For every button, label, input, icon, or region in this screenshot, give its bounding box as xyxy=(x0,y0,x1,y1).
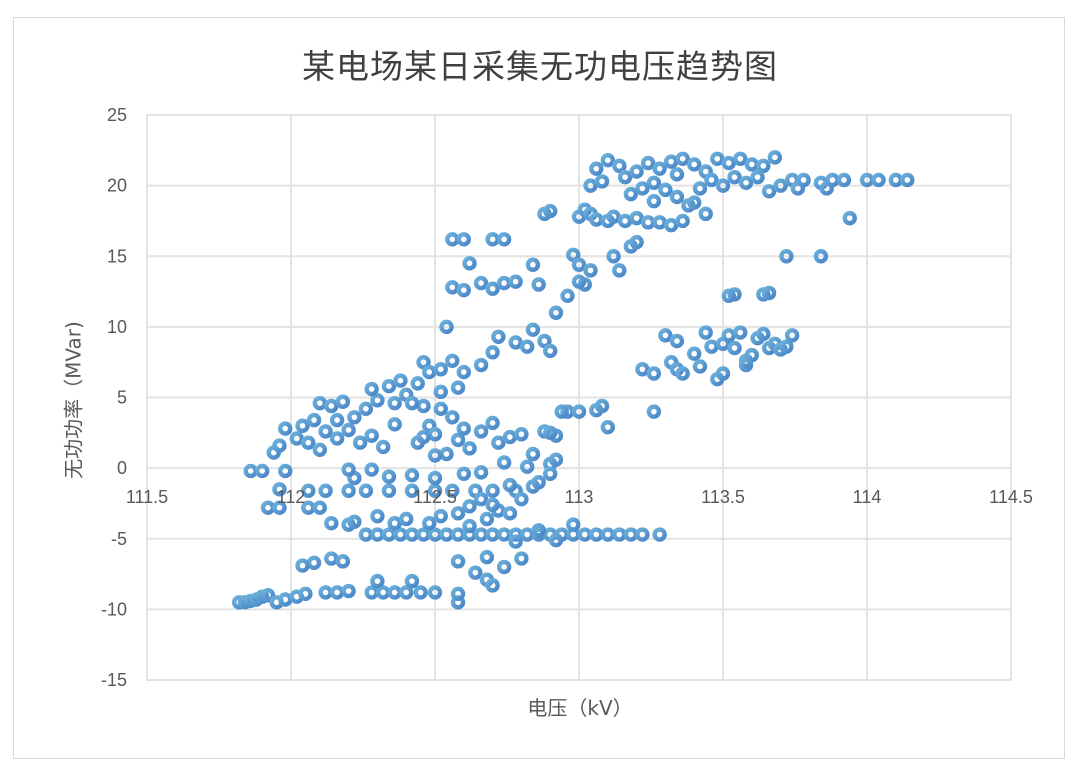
svg-text:-15: -15 xyxy=(101,670,127,690)
svg-text:5: 5 xyxy=(117,388,127,408)
svg-text:114: 114 xyxy=(853,487,882,507)
svg-text:-10: -10 xyxy=(101,599,127,619)
svg-text:25: 25 xyxy=(107,105,127,125)
svg-text:10: 10 xyxy=(107,317,127,337)
svg-text:15: 15 xyxy=(107,246,127,266)
x-axis-ticks: 111.5 112 112.5 113 113.5 114 114.5 xyxy=(126,487,1033,507)
svg-text:112: 112 xyxy=(277,487,306,507)
chart-title: 某电场某日采集无功电压趋势图 xyxy=(302,47,778,86)
svg-text:111.5: 111.5 xyxy=(126,487,168,507)
x-axis-title: 电压（kV） xyxy=(527,696,633,720)
svg-text:113: 113 xyxy=(565,487,594,507)
svg-text:112.5: 112.5 xyxy=(413,487,457,507)
data-points xyxy=(231,150,915,610)
y-axis-ticks: 25 20 15 10 5 0 -5 -10 -15 xyxy=(101,105,127,690)
svg-text:114.5: 114.5 xyxy=(989,487,1033,507)
svg-text:113.5: 113.5 xyxy=(701,487,745,507)
svg-text:0: 0 xyxy=(117,458,127,478)
gridlines xyxy=(146,114,1012,681)
svg-text:20: 20 xyxy=(107,176,127,196)
svg-text:-5: -5 xyxy=(111,529,127,549)
chart-frame xyxy=(13,17,1065,759)
